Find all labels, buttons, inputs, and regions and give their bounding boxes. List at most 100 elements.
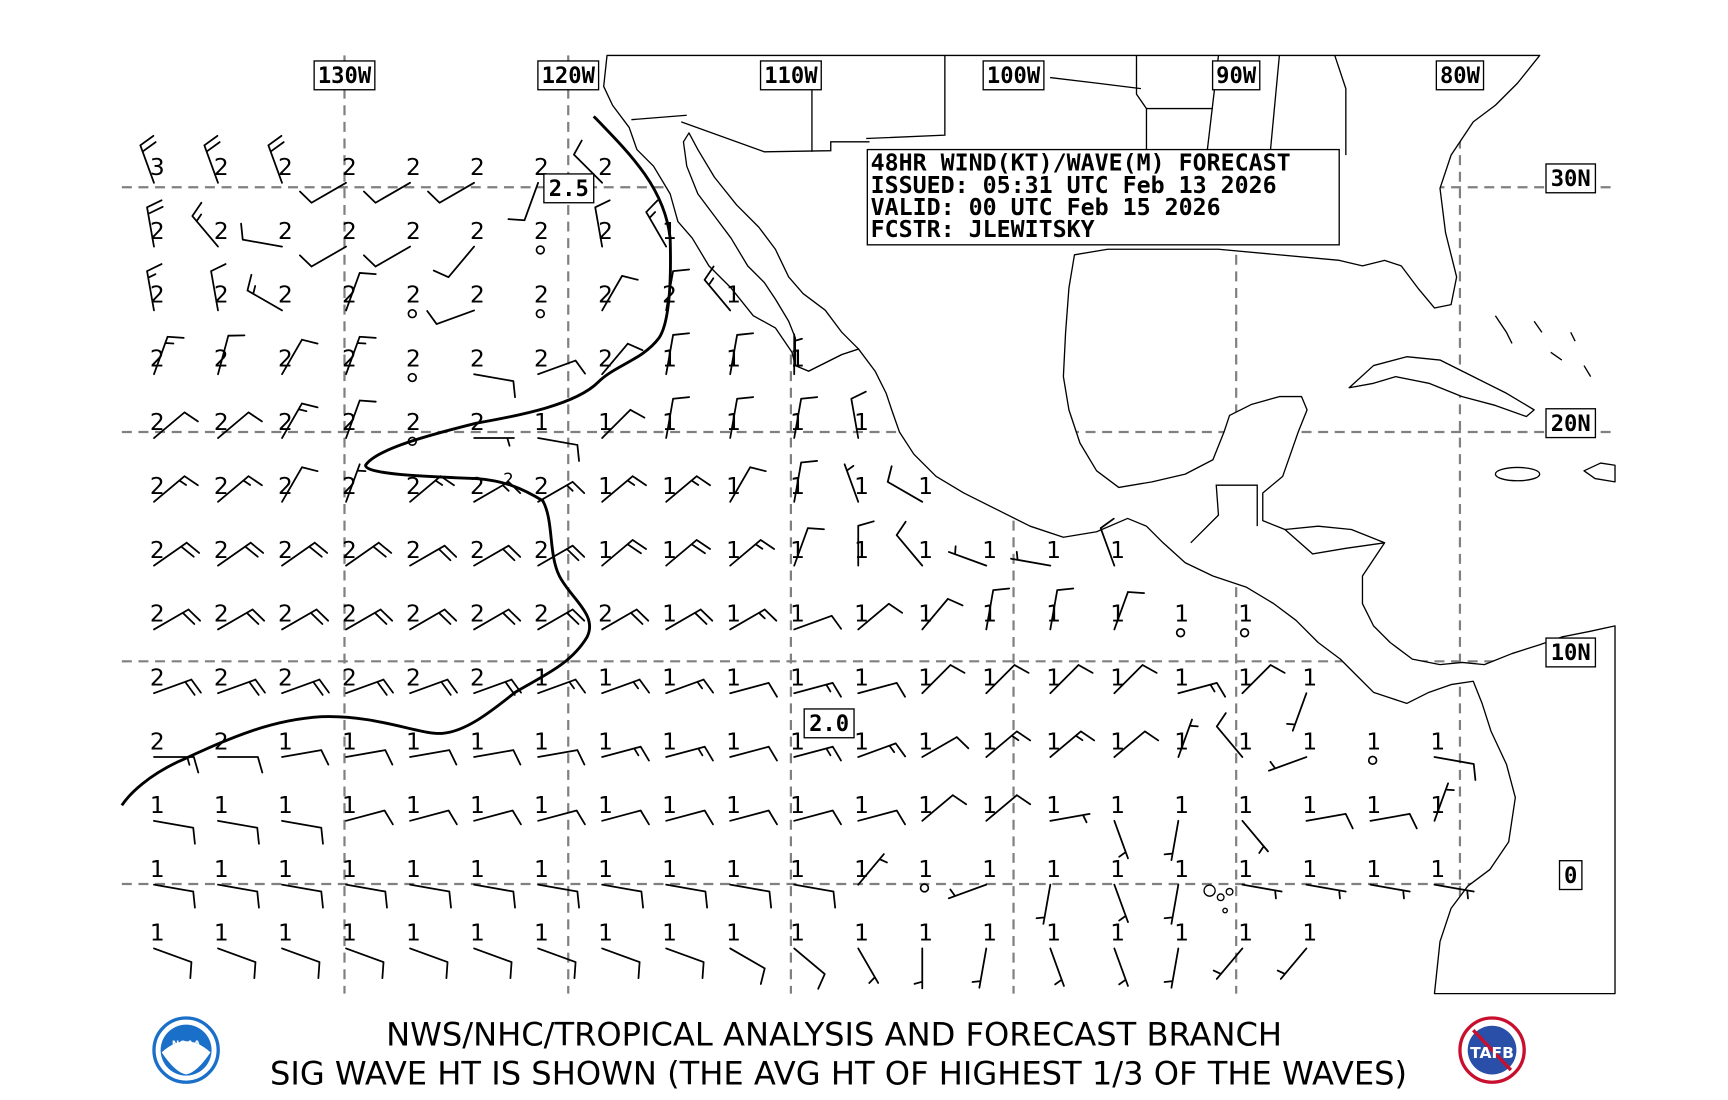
wave-height-value: 2 [278, 537, 293, 564]
station-plot: 1 [726, 664, 778, 698]
station-plot: 2 [150, 335, 185, 376]
wave-height-value: 1 [662, 218, 677, 245]
wave-height-value: 1 [1174, 664, 1189, 691]
station-plot: 1 [662, 332, 691, 376]
wave-height-value: 1 [1174, 728, 1189, 755]
station-plot: 1 [1430, 728, 1477, 781]
wind-barb [473, 809, 522, 826]
wave-height-value: 1 [662, 537, 677, 564]
wind-barb [191, 201, 219, 248]
wave-height-value: 1 [1430, 728, 1445, 755]
station-plot: 1 [790, 333, 805, 376]
station-plot: 1 [278, 920, 321, 980]
station-plot: 2 [406, 601, 458, 631]
wind-barb [601, 947, 641, 980]
wind-barb [729, 539, 775, 567]
wind-barb [139, 134, 157, 184]
lon-label-text: 120W [542, 63, 596, 89]
station-plot: 2 [214, 537, 265, 567]
station-plot: 2 [278, 466, 319, 503]
station-plot: 1 [790, 664, 842, 698]
wave-height-value: 1 [1174, 601, 1189, 628]
station-plot: 1 [982, 587, 1011, 631]
lat-label: 10N [1545, 637, 1597, 668]
wave-height-value: 1 [982, 856, 997, 883]
wind-barb [281, 608, 330, 631]
wave-height-value: 2 [342, 601, 357, 628]
wind-barb [281, 678, 330, 696]
wave-height-value: 1 [790, 728, 805, 755]
station-plot: 1 [534, 920, 577, 980]
wave-height-value: 1 [790, 345, 805, 372]
station-plot: 1 [726, 601, 778, 631]
station-plot: 2 [406, 473, 455, 503]
wind-barb [1163, 819, 1180, 861]
wave-height-value: 1 [1110, 664, 1125, 691]
wind-barb [299, 245, 347, 268]
wave-height-value: 1 [854, 664, 869, 691]
station-plot: 1 [947, 537, 997, 567]
wind-barb [703, 265, 732, 312]
bahamas [1494, 315, 1592, 377]
wave-height-value: 2 [470, 154, 485, 181]
wave-height-value: 2 [470, 473, 485, 500]
station-plot: 2 [573, 139, 613, 184]
wind-barb [601, 539, 647, 567]
hispaniola [1583, 462, 1616, 483]
wave-height-contour [120, 115, 672, 807]
station-plot: 2 [342, 601, 394, 631]
wind-barb [665, 809, 714, 826]
wave-height-value: 1 [1046, 537, 1061, 564]
station-plot: 1 [703, 265, 741, 312]
station-plot: 1 [918, 728, 970, 758]
station-plot: 2 [246, 273, 293, 312]
wind-barb [240, 222, 283, 248]
station-plot: 1 [947, 856, 997, 900]
wind-barb [601, 342, 644, 376]
station-plot: 1 [1174, 601, 1189, 638]
station-plot: 1 [854, 853, 888, 886]
lon-label: 100W [982, 60, 1045, 91]
wind-barb [601, 745, 650, 762]
lon-label: 110W [759, 60, 822, 91]
station-plot: 2 [426, 282, 485, 325]
wave-height-value: 2 [278, 473, 293, 500]
station-plot: 1 [895, 520, 933, 567]
wind-barb [203, 134, 221, 184]
wave-height-value: 2 [470, 601, 485, 628]
wind-barb [1177, 718, 1199, 758]
wind-barb [921, 664, 966, 695]
station-plot: 1 [1302, 792, 1354, 830]
station-plot: 1 [1110, 591, 1145, 631]
wave-height-value: 2 [214, 473, 229, 500]
wind-barb [895, 520, 924, 567]
station-plot: 2 [203, 134, 229, 184]
wave-height-value: 1 [854, 792, 869, 819]
station-plot: 2 [470, 537, 522, 567]
station-plot: 1 [1110, 664, 1158, 695]
wave-height-value: 1 [278, 856, 293, 883]
wind-barb [345, 608, 394, 631]
wind-barb [473, 480, 522, 503]
station-plot: 1 [470, 792, 522, 826]
wave-height-value: 1 [1366, 792, 1381, 819]
station-plot: 1 [598, 792, 650, 826]
station-plot: 1 [150, 920, 193, 980]
wave-height-value: 1 [278, 728, 293, 755]
wind-barb [971, 947, 988, 989]
wave-height-value: 1 [214, 792, 229, 819]
contour-label-lower: 2.0 [803, 708, 855, 739]
station-plot: 1 [854, 664, 906, 698]
wind-barb [363, 245, 411, 268]
longitude-labels: 130W 120W 110W 100W 90W 80W [313, 60, 1485, 91]
wave-height-value: 1 [1302, 792, 1317, 819]
station-plot: 1 [598, 664, 650, 695]
wind-barb [665, 539, 711, 567]
footer-wave-note: SIG WAVE HT IS SHOWN (THE AVG HT OF HIGH… [270, 1054, 1407, 1092]
wind-barb [217, 883, 260, 909]
station-plot: 1 [1046, 587, 1075, 631]
station-plot: 2 [534, 473, 586, 503]
wave-height-value: 2 [278, 218, 293, 245]
coastlines [603, 54, 1616, 995]
wave-height-value: 2 [150, 345, 165, 372]
